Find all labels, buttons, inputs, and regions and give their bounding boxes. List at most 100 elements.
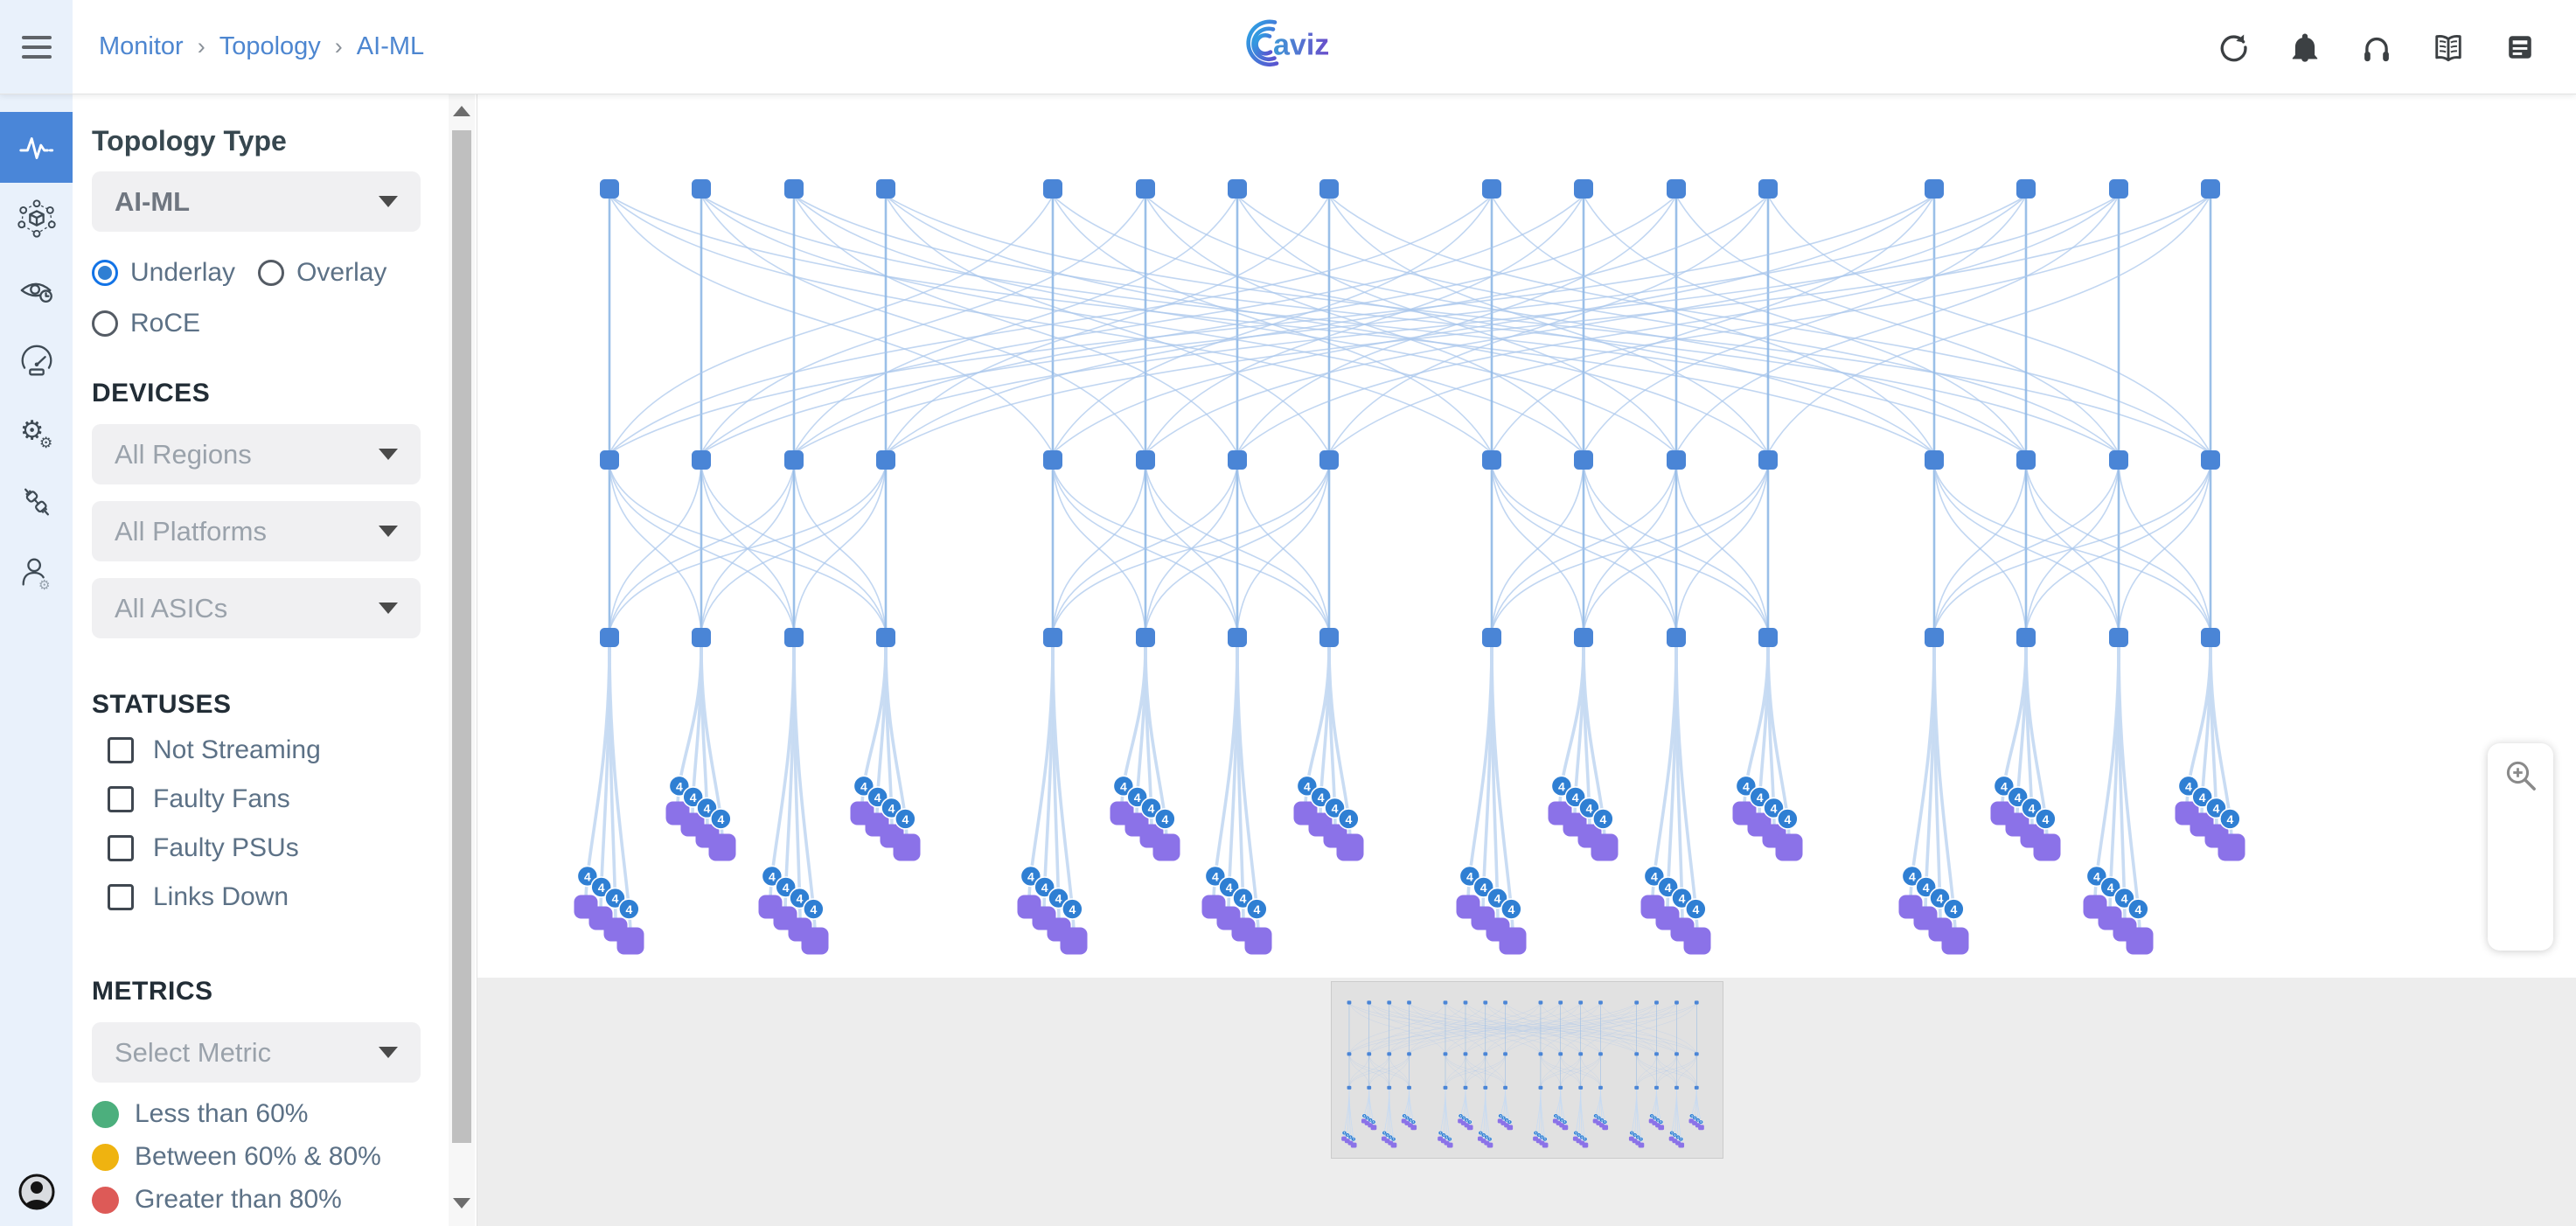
svg-text:⚙: ⚙ <box>38 435 52 451</box>
svg-text:4: 4 <box>1634 1133 1636 1137</box>
menu-corner <box>0 0 73 94</box>
svg-text:4: 4 <box>2093 869 2100 883</box>
refresh-icon[interactable] <box>2214 28 2252 66</box>
legend-dot-2 <box>92 1186 119 1214</box>
svg-text:4: 4 <box>1226 881 1233 895</box>
radio-unselected-icon <box>258 260 285 286</box>
legend-item-high: Greater than 80% <box>92 1185 421 1215</box>
svg-text:4: 4 <box>1541 1136 1542 1139</box>
svg-text:4: 4 <box>810 902 817 916</box>
sidebar-item-user-admin[interactable]: ⚙ <box>0 537 73 608</box>
radio-unselected-icon <box>92 310 118 337</box>
svg-text:4: 4 <box>1561 1118 1563 1122</box>
checkbox-faulty-fans[interactable]: Faulty Fans <box>108 784 421 814</box>
svg-text:4: 4 <box>1601 1118 1603 1122</box>
metric-select[interactable]: Select Metric <box>92 1022 421 1083</box>
user-admin-icon: ⚙ <box>22 558 50 593</box>
platforms-select[interactable]: All Platforms <box>92 501 421 561</box>
svg-text:4: 4 <box>2107 881 2114 895</box>
svg-text:4: 4 <box>2001 779 2008 793</box>
svg-text:4: 4 <box>1318 791 1325 805</box>
topology-type-select[interactable]: AI-ML <box>92 171 421 232</box>
breadcrumb-separator: › <box>334 33 343 59</box>
svg-text:4: 4 <box>1743 779 1750 793</box>
sidebar-item-integrations[interactable] <box>0 466 73 537</box>
svg-text:4: 4 <box>1937 892 1944 906</box>
svg-text:4: 4 <box>1344 1132 1346 1135</box>
svg-text:4: 4 <box>2121 892 2128 906</box>
svg-text:4: 4 <box>1544 1138 1546 1141</box>
sidebar-item-monitor[interactable] <box>0 112 73 183</box>
svg-text:4: 4 <box>1466 869 1473 883</box>
zoom-in-icon[interactable] <box>2503 757 2539 794</box>
breadcrumb-ai-ml[interactable]: AI-ML <box>356 32 425 60</box>
asics-select[interactable]: All ASICs <box>92 578 421 638</box>
svg-text:4: 4 <box>1449 1138 1451 1141</box>
scroll-up-icon[interactable] <box>453 106 470 116</box>
documentation-book-icon[interactable] <box>2429 28 2468 66</box>
svg-text:4: 4 <box>1332 801 1339 815</box>
svg-text:4: 4 <box>1637 1136 1639 1139</box>
icon-sidebar: ⚙ ⚙ ⚙ <box>0 94 73 1226</box>
filter-panel: Topology Type AI-ML Underlay Overlay Ro <box>73 94 477 1226</box>
svg-text:4: 4 <box>797 892 804 906</box>
svg-text:4: 4 <box>1784 812 1791 826</box>
chevron-down-icon <box>379 526 398 537</box>
platforms-placeholder: All Platforms <box>115 515 267 547</box>
scrollbar-thumb[interactable] <box>452 130 471 1143</box>
svg-text:4: 4 <box>2029 801 2036 815</box>
svg-text:4: 4 <box>1367 1117 1368 1120</box>
logo-text: aviz <box>1273 28 1329 61</box>
svg-text:4: 4 <box>1347 1133 1348 1137</box>
svg-text:4: 4 <box>1345 812 1352 826</box>
svg-text:4: 4 <box>1631 1132 1633 1135</box>
svg-text:4: 4 <box>1240 892 1247 906</box>
topology-graph[interactable]: 4444444444444444444444444444444444444444… <box>477 94 2576 978</box>
svg-text:4: 4 <box>1757 791 1764 805</box>
checkbox-label: Not Streaming <box>153 735 321 764</box>
svg-text:4: 4 <box>1483 1133 1485 1137</box>
svg-text:4: 4 <box>2226 812 2233 826</box>
sidebar-item-performance[interactable] <box>0 324 73 395</box>
svg-text:4: 4 <box>1599 812 1606 826</box>
legend-label: Greater than 80% <box>135 1185 342 1214</box>
radio-underlay[interactable]: Underlay <box>92 258 235 288</box>
radio-roce[interactable]: RoCE <box>92 309 200 338</box>
svg-text:4: 4 <box>1463 1117 1465 1120</box>
breadcrumb-topology[interactable]: Topology <box>219 32 321 60</box>
logo-arcs-icon <box>1246 19 1279 66</box>
devices-heading: DEVICES <box>92 379 211 408</box>
release-notes-icon[interactable] <box>2501 28 2539 66</box>
svg-text:4: 4 <box>1466 1118 1468 1122</box>
radio-overlay[interactable]: Overlay <box>258 258 386 288</box>
checkbox-faulty-psus[interactable]: Faulty PSUs <box>108 833 421 863</box>
checkbox-not-streaming[interactable]: Not Streaming <box>108 735 421 765</box>
svg-text:4: 4 <box>1671 1132 1673 1135</box>
breadcrumb-monitor[interactable]: Monitor <box>99 32 184 60</box>
svg-text:4: 4 <box>2134 902 2141 916</box>
svg-text:4: 4 <box>1506 1118 1507 1122</box>
legend-item-low: Less than 60% <box>92 1099 421 1129</box>
sidebar-item-settings[interactable]: ⚙ ⚙ <box>0 395 73 466</box>
svg-text:4: 4 <box>1660 1120 1661 1124</box>
support-headset-icon[interactable] <box>2357 28 2396 66</box>
chevron-down-icon <box>379 449 398 460</box>
svg-text:4: 4 <box>1373 1120 1375 1124</box>
account-circle-icon[interactable] <box>17 1173 56 1216</box>
svg-text:4: 4 <box>1598 1117 1600 1120</box>
sidebar-item-fabric[interactable] <box>0 183 73 254</box>
sidebar-item-visibility[interactable] <box>0 254 73 324</box>
svg-text:4: 4 <box>1369 1118 1371 1122</box>
scroll-down-icon[interactable] <box>453 1198 470 1209</box>
regions-select[interactable]: All Regions <box>92 424 421 484</box>
svg-text:4: 4 <box>717 812 724 826</box>
checkbox-links-down[interactable]: Links Down <box>108 882 421 912</box>
menu-icon[interactable] <box>21 35 52 59</box>
panel-scrollbar[interactable] <box>449 94 475 1226</box>
radio-selected-icon <box>92 260 118 286</box>
legend-dot-1 <box>92 1143 119 1171</box>
svg-text:4: 4 <box>1443 1133 1445 1137</box>
notifications-bell-icon[interactable] <box>2286 28 2324 66</box>
